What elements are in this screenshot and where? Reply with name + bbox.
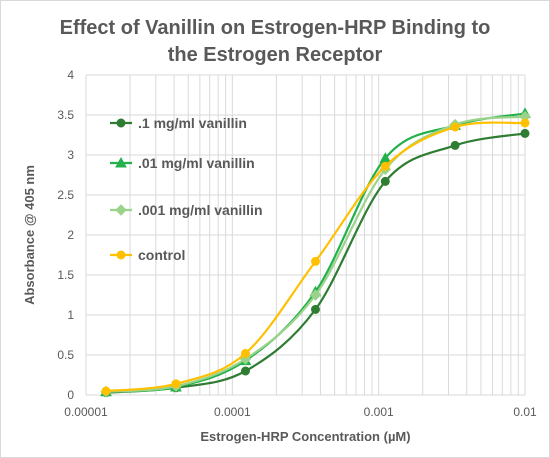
y-tick-label: 3 — [67, 148, 74, 162]
data-point — [240, 366, 250, 376]
x-tick-label: 0.00001 — [64, 405, 108, 419]
data-point — [171, 379, 181, 389]
legend-label: .01 mg/ml vanillin — [138, 155, 255, 171]
x-axis-title: Estrogen-HRP Concentration (µM) — [200, 429, 410, 444]
x-tick-label: 0.001 — [364, 405, 394, 419]
legend-label: .001 mg/ml vanillin — [138, 202, 263, 218]
legend-marker — [116, 250, 126, 260]
legend-item: .1 mg/ml vanillin — [110, 115, 247, 131]
data-point — [380, 161, 390, 171]
y-tick-label: 3.5 — [57, 108, 74, 122]
legend: .1 mg/ml vanillin .01 mg/ml vanillin .001 … — [110, 115, 263, 263]
data-point — [309, 289, 322, 301]
data-point — [450, 140, 460, 150]
y-tick-label: 0.5 — [57, 348, 74, 362]
chart-title-line-2: the Estrogen Receptor — [167, 44, 383, 66]
data-point — [240, 348, 250, 358]
legend-item: .01 mg/ml vanillin — [110, 155, 255, 171]
data-point — [450, 122, 460, 132]
y-tick-label: 4 — [67, 68, 74, 82]
legend-marker — [115, 204, 127, 216]
y-tick-label: 1.5 — [57, 268, 74, 282]
data-point — [101, 386, 111, 396]
data-point — [310, 256, 320, 266]
legend-label: control — [138, 247, 185, 263]
x-tick-label: 0.01 — [513, 405, 537, 419]
chart-title: Effect of Vanillin on Estrogen-HRP Bindi… — [21, 15, 529, 69]
y-tick-label: 2 — [67, 228, 74, 242]
data-point — [520, 118, 530, 128]
y-axis-title: Absorbance @ 405 nm — [22, 165, 37, 305]
legend-item: control — [110, 247, 185, 263]
y-tick-label: 1 — [67, 308, 74, 322]
data-point — [310, 304, 320, 314]
legend-label: .1 mg/ml vanillin — [138, 115, 247, 131]
series-layer — [100, 107, 531, 398]
legend-item: .001 mg/ml vanillin — [110, 202, 263, 218]
legend-marker — [116, 118, 126, 128]
chart-title-line-1: Effect of Vanillin on Estrogen-HRP Bindi… — [59, 17, 491, 39]
y-tick-label: 0 — [67, 388, 74, 402]
legend-marker — [115, 156, 127, 168]
data-point — [520, 128, 530, 138]
axis-ticks: 0 0.5 1 1.5 2 2.5 3 3.5 4 0.00001 0.0001 0.001 0.01 — [57, 68, 537, 419]
x-tick-label: 0.0001 — [214, 405, 251, 419]
series-group — [101, 118, 530, 396]
data-point — [380, 176, 390, 186]
y-tick-label: 2.5 — [57, 188, 74, 202]
